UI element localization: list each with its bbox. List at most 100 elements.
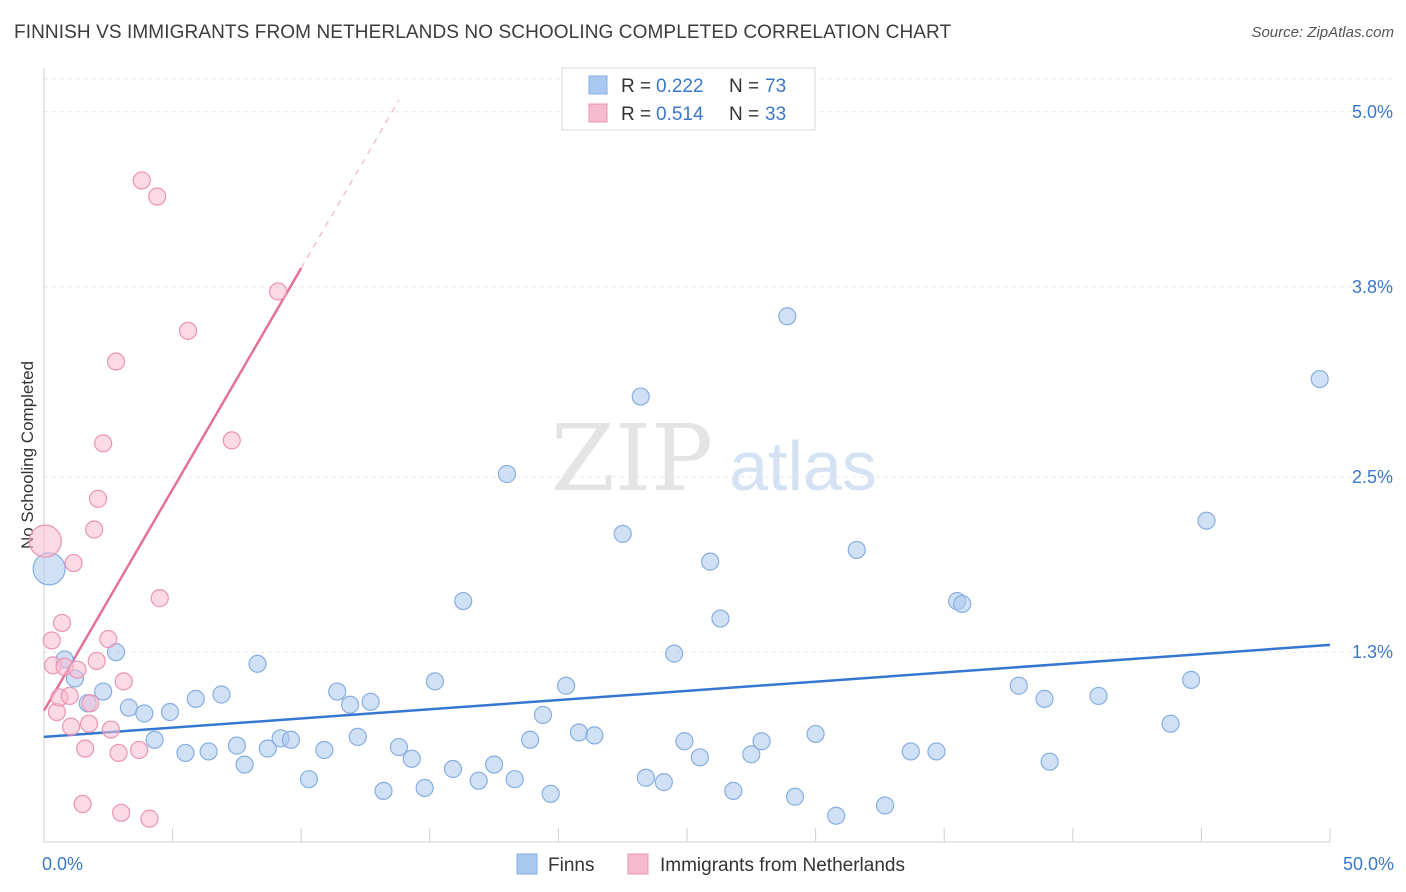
legend-bottom-label-finns: Finns [548, 855, 594, 876]
y-axis-label: No Schooling Completed [18, 361, 37, 549]
watermark-zip: ZIP [551, 405, 713, 512]
watermark: ZIP atlas [551, 405, 877, 512]
point-finns [212, 685, 231, 704]
point-netherlands [178, 321, 198, 340]
point-finns [160, 702, 180, 722]
watermark-atlas: atlas [729, 427, 877, 505]
point-finns [613, 524, 632, 543]
point-finns [557, 676, 576, 695]
point-netherlands [85, 520, 104, 539]
point-netherlands [112, 803, 131, 822]
point-finns [1089, 686, 1108, 706]
point-finns [785, 787, 805, 806]
point-finns [778, 307, 797, 326]
point-finns [827, 806, 846, 825]
point-netherlands [60, 686, 79, 706]
trendline-finns [43, 643, 1331, 739]
point-finns [752, 732, 771, 751]
x-tick-labels: 0.0% 50.0% [42, 854, 1394, 874]
legend-bottom-swatch-netherlands [627, 853, 649, 875]
point-finns [1310, 369, 1329, 389]
point-finns [248, 654, 267, 673]
point-finns [690, 748, 709, 767]
point-finns [742, 745, 761, 764]
point-netherlands [114, 672, 133, 691]
point-netherlands [73, 794, 92, 814]
point-finns [94, 682, 113, 701]
point-netherlands [148, 187, 167, 206]
point-finns [505, 770, 524, 789]
point-netherlands [76, 739, 95, 758]
point-finns [1035, 689, 1054, 708]
point-finns [927, 742, 946, 761]
point-netherlands [109, 743, 128, 763]
legend-r-prefix-netherlands: R = [621, 104, 651, 125]
point-finns [847, 540, 866, 560]
point-finns [585, 726, 604, 745]
legend-r-value-netherlands: 0.514 [656, 104, 704, 125]
trendline-netherlands-extension [300, 99, 400, 269]
legend-bottom-swatch-finns [516, 853, 538, 875]
point-finns [901, 742, 920, 761]
point-finns [281, 730, 301, 749]
point-finns [340, 695, 360, 714]
point-finns [953, 594, 972, 614]
point-netherlands [61, 717, 81, 736]
point-finns [533, 705, 553, 725]
legend-r-value-finns: 0.222 [656, 76, 704, 97]
point-netherlands [101, 720, 120, 739]
point-finns [315, 740, 334, 760]
point-netherlands [222, 431, 241, 450]
point-finns [1161, 714, 1180, 733]
y-tick-label: 3.8% [1352, 277, 1393, 297]
point-finns [701, 552, 720, 571]
point-finns [569, 723, 589, 742]
chart-title: FINNISH VS IMMIGRANTS FROM NETHERLANDS N… [14, 22, 952, 43]
point-netherlands [88, 489, 108, 508]
legend-swatch-finns [588, 75, 608, 95]
point-finns [361, 692, 380, 711]
source-label: Source: ZipAtlas.com [1251, 24, 1394, 41]
point-netherlands [130, 740, 149, 760]
point-finns [806, 724, 825, 744]
point-netherlands [42, 631, 61, 650]
point-finns [675, 732, 694, 751]
y-tick-labels: 1.3% 2.5% 3.8% 5.0% [1352, 102, 1393, 662]
point-netherlands [87, 651, 106, 671]
point-netherlands [268, 282, 288, 301]
point-finns [631, 387, 650, 406]
point-finns [711, 609, 730, 628]
y-tick-label: 1.3% [1352, 642, 1393, 662]
point-finns [199, 742, 218, 761]
point-finns [425, 672, 445, 691]
point-finns [415, 778, 434, 798]
y-tick-label: 5.0% [1352, 102, 1393, 122]
legend-n-value-finns: 73 [765, 76, 786, 97]
point-netherlands [81, 694, 100, 713]
data-points [28, 171, 1329, 828]
point-netherlands [79, 714, 99, 733]
legend-r-prefix-finns: R = [621, 76, 651, 97]
point-finns [875, 796, 895, 815]
point-finns [1182, 670, 1201, 689]
point-finns [636, 768, 655, 787]
point-finns [469, 771, 488, 790]
point-netherlands [94, 434, 113, 453]
point-finns [665, 644, 684, 663]
point-finns [227, 736, 246, 755]
point-finns [299, 770, 319, 789]
point-finns [348, 727, 367, 746]
point-netherlands [106, 352, 126, 371]
point-finns [402, 749, 421, 768]
x-tick-label: 50.0% [1343, 854, 1394, 874]
point-netherlands [64, 553, 83, 573]
point-finns [32, 552, 66, 586]
point-netherlands [52, 613, 72, 633]
x-tick-marks [172, 828, 1331, 842]
legend-n-value-netherlands: 33 [765, 104, 786, 125]
point-finns [186, 689, 205, 708]
point-finns [328, 682, 347, 701]
point-finns [454, 591, 473, 611]
y-tick-label: 2.5% [1352, 467, 1393, 487]
